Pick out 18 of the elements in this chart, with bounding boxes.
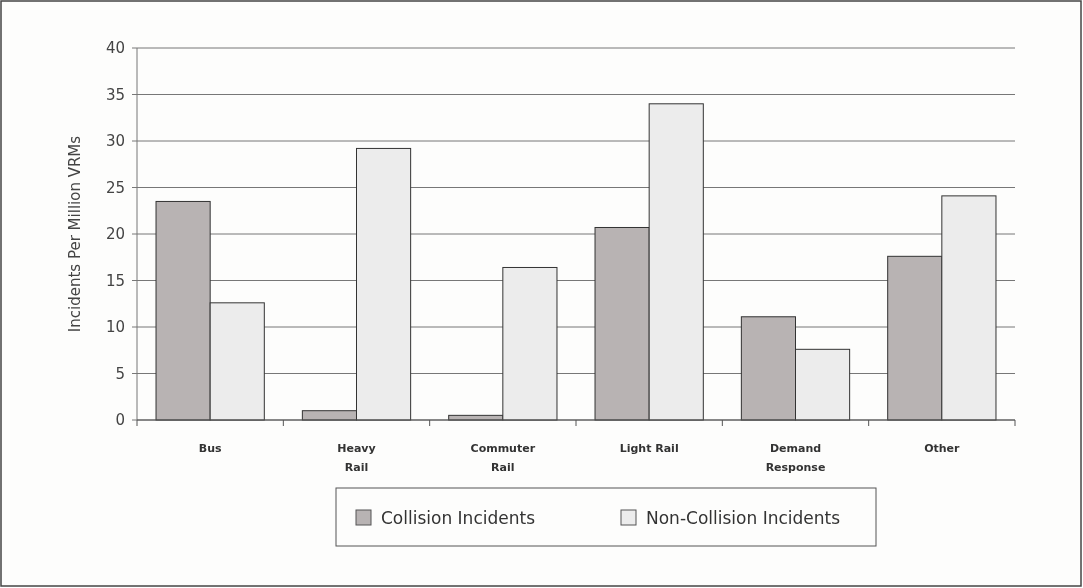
legend-label: Collision Incidents: [381, 507, 536, 528]
y-tick-label: 35: [105, 85, 125, 104]
x-tick-label: Commuter Rail: [470, 442, 536, 474]
x-tick-label: Light Rail: [619, 442, 679, 455]
x-tick-label: Demand Response: [765, 442, 826, 474]
legend-label: Non-Collision Incidents: [646, 507, 841, 528]
y-tick-label: 30: [105, 132, 125, 151]
y-tick-label: 40: [105, 39, 125, 58]
y-tick-label: 0: [115, 411, 125, 430]
y-tick-label: 5: [115, 364, 125, 383]
x-tick-label: Bus: [198, 442, 222, 455]
x-tick-label: Other: [924, 442, 961, 455]
y-tick-label: 15: [105, 271, 125, 290]
y-tick-label: 20: [105, 225, 125, 244]
x-tick-label: Heavy Rail: [337, 442, 376, 474]
y-tick-label: 10: [105, 318, 125, 337]
y-axis-title: Incidents Per Million VRMs: [66, 135, 84, 333]
y-tick-label: 25: [105, 178, 125, 197]
